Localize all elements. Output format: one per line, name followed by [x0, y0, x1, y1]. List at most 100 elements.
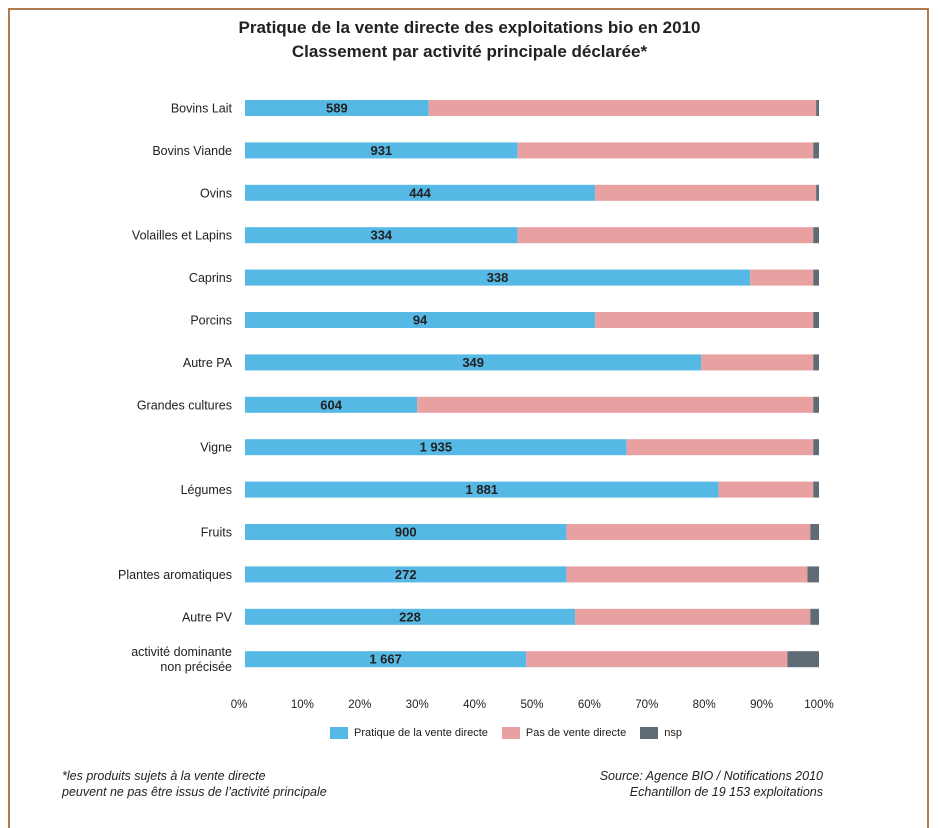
category-label: Vigne — [200, 441, 232, 455]
source-line-2: Echantillon de 19 153 exploitations — [629, 785, 823, 799]
x-tick-label: 30% — [406, 699, 429, 711]
bar-segment-nsp-12 — [810, 608, 819, 625]
bar-segment-no-direct-8 — [626, 439, 814, 456]
bar-value-label: 931 — [370, 143, 392, 158]
bar-value-label: 338 — [487, 270, 509, 285]
bar-segment-direct-10 — [245, 524, 567, 540]
bar-segment-direct-1 — [245, 142, 518, 159]
category-label: Volailles et Lapins — [132, 229, 232, 243]
source-line-1: Source: Agence BIO / Notifications 2010 — [599, 769, 823, 783]
category-label: Plantes aromatiques — [118, 568, 232, 582]
bar-value-label: 94 — [413, 313, 428, 328]
bar-segment-no-direct-10 — [566, 524, 811, 540]
bar-segment-direct-2 — [245, 184, 596, 201]
bar-segment-direct-0 — [245, 100, 429, 116]
bar-segment-direct-8 — [245, 439, 627, 456]
category-label: non précisée — [160, 660, 232, 674]
bar-segment-direct-6 — [245, 354, 702, 371]
legend-label-direct: Pratique de la vente directe — [354, 727, 488, 739]
bar-value-label: 444 — [409, 185, 431, 200]
bar-segment-nsp-3 — [813, 227, 819, 244]
category-label: Caprins — [189, 271, 232, 285]
footnote-line-1: *les produits sujets à la vente directe — [62, 769, 266, 783]
bar-value-label: 900 — [395, 525, 417, 540]
bar-chart: 589 Bovins Lait 931 Bovins Viande 444 Ovins 33… — [118, 100, 834, 711]
x-tick-label: 40% — [463, 699, 486, 711]
bar-segment-no-direct-13 — [526, 651, 788, 668]
x-tick-label: 0% — [231, 699, 248, 711]
bar-segment-nsp-6 — [813, 354, 819, 371]
legend-label-no-direct: Pas de vente directe — [525, 727, 627, 739]
x-tick-label: 50% — [520, 699, 543, 711]
bar-segment-nsp-4 — [813, 269, 819, 286]
x-tick-label: 70% — [635, 699, 658, 711]
bar-value-label: 228 — [399, 609, 421, 624]
bar-value-label: 334 — [370, 228, 392, 243]
category-label: Autre PA — [183, 356, 233, 370]
chart-legend: Pratique de la vente directe Pas de vent… — [330, 727, 696, 739]
footnote-line-2: peuvent ne pas être issus de l’activité … — [62, 785, 327, 799]
bar-segment-direct-3 — [245, 227, 518, 244]
x-tick-label: 60% — [578, 699, 601, 711]
category-label: Autre PV — [182, 610, 233, 624]
category-label: Fruits — [201, 526, 232, 540]
chart-subtitle: Classement par activité principale décla… — [291, 42, 648, 61]
bar-segment-nsp-10 — [810, 524, 819, 540]
bar-value-label: 589 — [326, 101, 348, 116]
footnote: *les produits sujets à la vente directe … — [62, 768, 327, 800]
chart-frame — [8, 8, 929, 828]
bar-value-label: 349 — [462, 355, 484, 370]
bar-segment-no-direct-3 — [517, 227, 814, 244]
bar-segment-nsp-2 — [816, 184, 819, 201]
bar-segment-nsp-11 — [807, 566, 819, 583]
bar-value-label: 604 — [320, 397, 342, 412]
category-label: Légumes — [181, 483, 232, 497]
bar-segment-nsp-9 — [813, 481, 819, 498]
bar-value-label: 1 881 — [466, 482, 499, 497]
bar-segment-nsp-0 — [816, 100, 819, 116]
legend-swatch-nsp — [640, 727, 659, 739]
bar-value-label: 1 667 — [369, 652, 402, 667]
category-label: Porcins — [190, 314, 232, 328]
legend-swatch-direct — [330, 727, 348, 739]
bar-segment-no-direct-0 — [428, 100, 817, 116]
bar-segment-nsp-1 — [813, 142, 819, 159]
bar-segment-direct-13 — [245, 651, 527, 668]
legend-item-direct: Pratique de la vente directe — [330, 727, 488, 739]
legend-item-no-direct: Pas de vente directe — [501, 727, 627, 739]
x-tick-label: 10% — [291, 699, 314, 711]
category-label: Bovins Lait — [171, 102, 233, 116]
bar-segment-direct-5 — [245, 312, 596, 328]
bar-segment-no-direct-4 — [750, 269, 814, 286]
bar-segment-nsp-13 — [787, 651, 819, 668]
x-tick-label: 90% — [750, 699, 773, 711]
bar-segment-no-direct-11 — [566, 566, 808, 583]
bar-segment-no-direct-12 — [575, 608, 811, 625]
bar-segment-no-direct-6 — [701, 354, 814, 371]
bar-segment-no-direct-1 — [517, 142, 814, 159]
category-label: Ovins — [200, 186, 232, 200]
bar-value-label: 1 935 — [420, 440, 453, 455]
legend-swatch-no-direct — [501, 727, 520, 739]
bar-segment-no-direct-2 — [595, 184, 817, 201]
bar-segment-direct-4 — [245, 269, 751, 286]
bar-segment-direct-11 — [245, 566, 567, 583]
x-tick-label: 100% — [804, 699, 833, 711]
bar-segment-nsp-5 — [813, 312, 819, 328]
bar-segment-direct-9 — [245, 481, 719, 498]
legend-item-nsp: nsp — [640, 727, 682, 739]
category-label: Grandes cultures — [137, 398, 232, 412]
bar-segment-nsp-7 — [813, 396, 819, 413]
x-tick-label: 80% — [693, 699, 716, 711]
category-label: Bovins Viande — [152, 144, 232, 158]
bar-value-label: 272 — [395, 567, 417, 582]
bar-segment-direct-12 — [245, 608, 576, 625]
bar-segment-no-direct-7 — [417, 396, 814, 413]
bar-segment-no-direct-5 — [595, 312, 814, 328]
category-label: activité dominante — [131, 645, 232, 659]
bar-segment-no-direct-9 — [718, 481, 814, 498]
source-note: Source: Agence BIO / Notifications 2010 … — [600, 768, 823, 800]
legend-label-nsp: nsp — [664, 727, 682, 739]
x-tick-label: 20% — [348, 699, 371, 711]
bar-segment-nsp-8 — [813, 439, 819, 456]
